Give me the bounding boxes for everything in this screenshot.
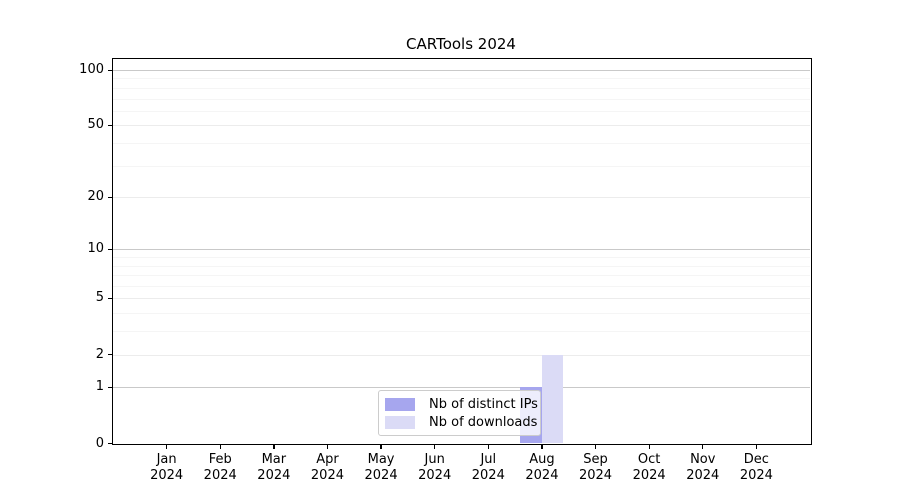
x-tick-mark bbox=[273, 444, 275, 449]
y-tick-label: 10 bbox=[87, 241, 104, 257]
x-tick-mark bbox=[755, 444, 758, 449]
plot-frame bbox=[111, 57, 812, 445]
y-tick-mark bbox=[107, 69, 113, 71]
x-tick-mark bbox=[487, 444, 489, 449]
x-tick-mark bbox=[702, 444, 704, 449]
legend-item-distinct-ips: Nb of distinct IPs bbox=[385, 395, 538, 413]
x-tick-mark bbox=[326, 444, 329, 449]
y-tick-label: 5 bbox=[95, 290, 104, 306]
legend-label-distinct-ips: Nb of distinct IPs bbox=[429, 396, 538, 412]
x-tick-label: Jun 2024 bbox=[418, 452, 452, 483]
x-tick-label: Oct 2024 bbox=[632, 452, 666, 483]
x-tick-label: Mar 2024 bbox=[257, 452, 291, 483]
chart-title: CARTools 2024 bbox=[406, 35, 516, 53]
x-tick-label: May 2024 bbox=[364, 452, 398, 483]
x-tick-label: Apr 2024 bbox=[310, 452, 344, 483]
y-tick-label: 0 bbox=[95, 435, 104, 451]
x-tick-label: Aug 2024 bbox=[525, 452, 559, 483]
y-gridline-minor bbox=[113, 331, 810, 333]
legend-swatch-distinct-ips bbox=[385, 397, 415, 411]
legend-label-downloads: Nb of downloads bbox=[429, 414, 538, 430]
y-gridline-major bbox=[113, 298, 810, 300]
x-tick-mark bbox=[541, 444, 543, 449]
x-tick-mark bbox=[434, 444, 436, 449]
y-gridline-minor bbox=[113, 110, 810, 112]
y-gridline-minor bbox=[113, 265, 810, 267]
y-gridline-emphasized bbox=[113, 249, 810, 251]
y-gridline-minor bbox=[113, 165, 810, 167]
legend: Nb of distinct IPs Nb of downloads bbox=[378, 390, 541, 436]
bar-downloads bbox=[541, 354, 564, 444]
y-gridline-minor bbox=[113, 87, 810, 89]
y-tick-mark bbox=[107, 248, 113, 251]
y-gridline-minor bbox=[113, 275, 810, 277]
y-gridline-minor bbox=[113, 286, 810, 288]
legend-swatch-downloads bbox=[385, 415, 415, 429]
x-tick-mark bbox=[380, 444, 382, 449]
x-tick-label: Sep 2024 bbox=[578, 452, 613, 483]
y-tick-mark bbox=[107, 196, 113, 198]
x-tick-label: Nov 2024 bbox=[686, 452, 720, 483]
x-tick-mark bbox=[219, 444, 221, 449]
y-tick-mark bbox=[107, 354, 113, 356]
x-tick-label: Dec 2024 bbox=[739, 452, 773, 483]
y-tick-mark bbox=[107, 124, 113, 127]
legend-item-downloads: Nb of downloads bbox=[385, 413, 538, 431]
y-gridline-major bbox=[113, 197, 810, 199]
y-tick-mark bbox=[107, 386, 113, 389]
x-tick-label: Feb 2024 bbox=[203, 452, 237, 483]
y-gridline-minor bbox=[113, 257, 810, 259]
x-tick-label: Jul 2024 bbox=[471, 452, 505, 483]
x-tick-mark bbox=[166, 444, 168, 449]
y-gridline-major bbox=[113, 125, 810, 127]
y-tick-mark bbox=[107, 297, 113, 300]
y-tick-mark bbox=[107, 443, 113, 445]
y-gridline-minor bbox=[113, 78, 810, 80]
y-tick-label: 2 bbox=[95, 346, 104, 362]
y-tick-label: 1 bbox=[95, 379, 104, 395]
y-gridline-minor bbox=[113, 142, 810, 144]
plot-area bbox=[113, 59, 810, 444]
x-tick-mark bbox=[594, 444, 597, 449]
y-gridline-emphasized bbox=[113, 387, 810, 389]
y-tick-label: 100 bbox=[79, 62, 104, 77]
y-gridline-emphasized bbox=[113, 70, 810, 71]
y-gridline-minor bbox=[113, 98, 810, 100]
x-tick-label: Jan 2024 bbox=[150, 452, 184, 483]
y-tick-label: 20 bbox=[87, 189, 104, 205]
x-tick-mark bbox=[648, 444, 650, 449]
y-gridline-major bbox=[113, 354, 810, 356]
y-gridline-minor bbox=[113, 313, 810, 315]
y-tick-label: 50 bbox=[87, 117, 104, 133]
